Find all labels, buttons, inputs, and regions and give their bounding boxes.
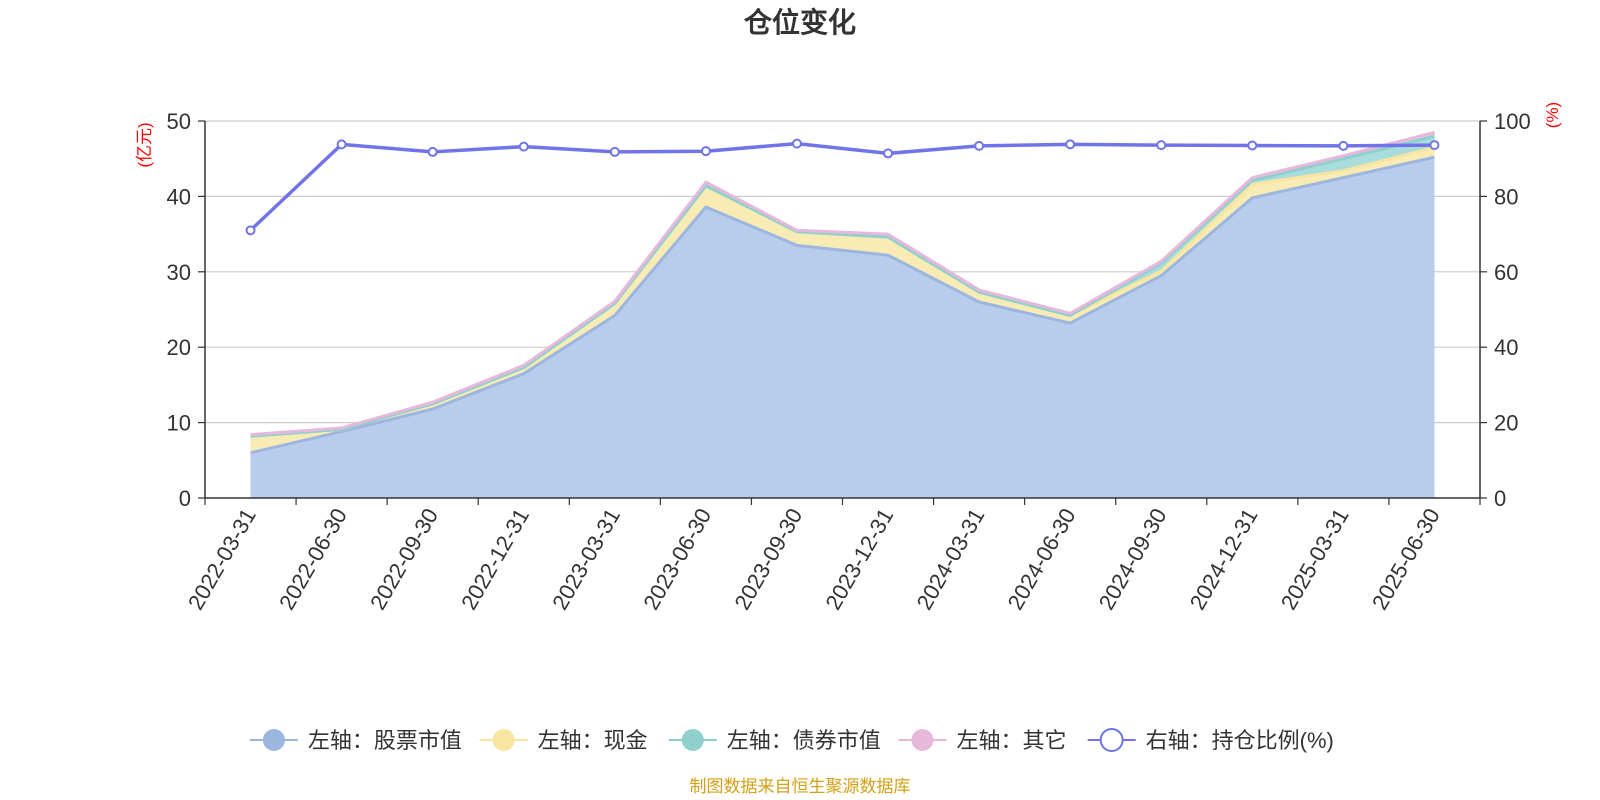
ratio-point: [1429, 140, 1440, 151]
ratio-point: [1338, 140, 1349, 151]
right-tick-label: 80: [1494, 184, 1518, 209]
x-tick-label: 2024-09-30: [1094, 504, 1172, 614]
x-tick-label: 2023-06-30: [638, 504, 716, 614]
x-tick-label: 2024-03-31: [912, 504, 990, 614]
legend-label: 左轴：现金: [538, 728, 648, 753]
ratio-point: [518, 141, 529, 152]
legend-label: 左轴：股票市值: [308, 728, 462, 753]
right-tick-label: 20: [1494, 411, 1518, 436]
ratio-point: [427, 146, 438, 157]
legend-item: 右轴：持仓比例(%): [1087, 728, 1334, 753]
left-tick-label: 30: [167, 260, 191, 285]
area-左轴：股票市值: [250, 157, 1435, 498]
right-axis-name: (%): [1543, 102, 1562, 128]
ratio-point: [791, 138, 802, 149]
ratio-point: [1247, 140, 1258, 151]
x-tick-label: 2025-03-31: [1276, 504, 1354, 614]
ratio-line-path: [249, 141, 1435, 232]
ratio-line: [245, 138, 1440, 236]
legend: 左轴：股票市值 左轴：现金 左轴：债券市值 左轴：其它 右轴：持仓比例(%): [249, 728, 1334, 753]
ratio-point: [883, 148, 894, 159]
footer-source: 制图数据来自恒生聚源数据库: [690, 777, 911, 796]
legend-marker: [262, 729, 285, 751]
legend-label: 左轴：债券市值: [727, 728, 881, 753]
legend-label: 左轴：其它: [956, 728, 1066, 753]
area-edge-左轴：其它: [250, 130, 1435, 437]
legend-marker: [681, 729, 704, 751]
ratio-point: [1156, 140, 1167, 151]
x-tick-label: 2024-12-31: [1185, 504, 1263, 614]
legend-item: 左轴：债券市值: [668, 728, 881, 753]
ratio-point: [245, 225, 256, 236]
left-axis-name: (亿元): [135, 122, 154, 167]
x-tick-label: 2023-12-31: [820, 504, 898, 614]
chart-title: 仓位变化: [744, 6, 856, 38]
x-tick-label: 2022-12-31: [456, 504, 534, 614]
area-edge-左轴：债券市值: [250, 134, 1435, 438]
x-tick-label: 2024-06-30: [1003, 504, 1081, 614]
ratio-point: [1065, 139, 1076, 150]
x-tick-label: 2023-09-30: [729, 504, 807, 614]
ratio-point: [974, 140, 985, 151]
left-tick-label: 40: [167, 184, 191, 209]
legend-item: 左轴：其它: [898, 728, 1066, 753]
ratio-point: [336, 139, 347, 150]
legend-item: 左轴：股票市值: [249, 728, 462, 753]
x-tick-label: 2022-06-30: [274, 504, 352, 614]
right-tick-label: 0: [1494, 486, 1506, 511]
legend-item: 左轴：现金: [479, 728, 648, 753]
x-tick-label: 2022-09-30: [365, 504, 443, 614]
legend-marker: [1099, 728, 1124, 752]
ratio-point: [609, 146, 620, 157]
right-tick-label: 100: [1494, 109, 1531, 134]
legend-marker: [911, 729, 934, 751]
left-tick-label: 20: [167, 335, 191, 360]
left-tick-label: 50: [167, 109, 191, 134]
ratio-point: [700, 146, 711, 157]
stacked-areas: [250, 130, 1435, 498]
right-tick-label: 40: [1494, 335, 1518, 360]
legend-marker: [492, 729, 515, 751]
x-tick-label: 2023-03-31: [547, 504, 625, 614]
left-tick-label: 10: [167, 411, 191, 436]
right-tick-label: 60: [1494, 260, 1518, 285]
x-tick-label: 2022-03-31: [183, 504, 261, 614]
x-tick-label: 2025-06-30: [1367, 504, 1445, 614]
legend-label: 右轴：持仓比例(%): [1146, 728, 1334, 753]
area-edge-左轴：股票市值: [250, 155, 1435, 455]
left-tick-label: 0: [179, 486, 191, 511]
